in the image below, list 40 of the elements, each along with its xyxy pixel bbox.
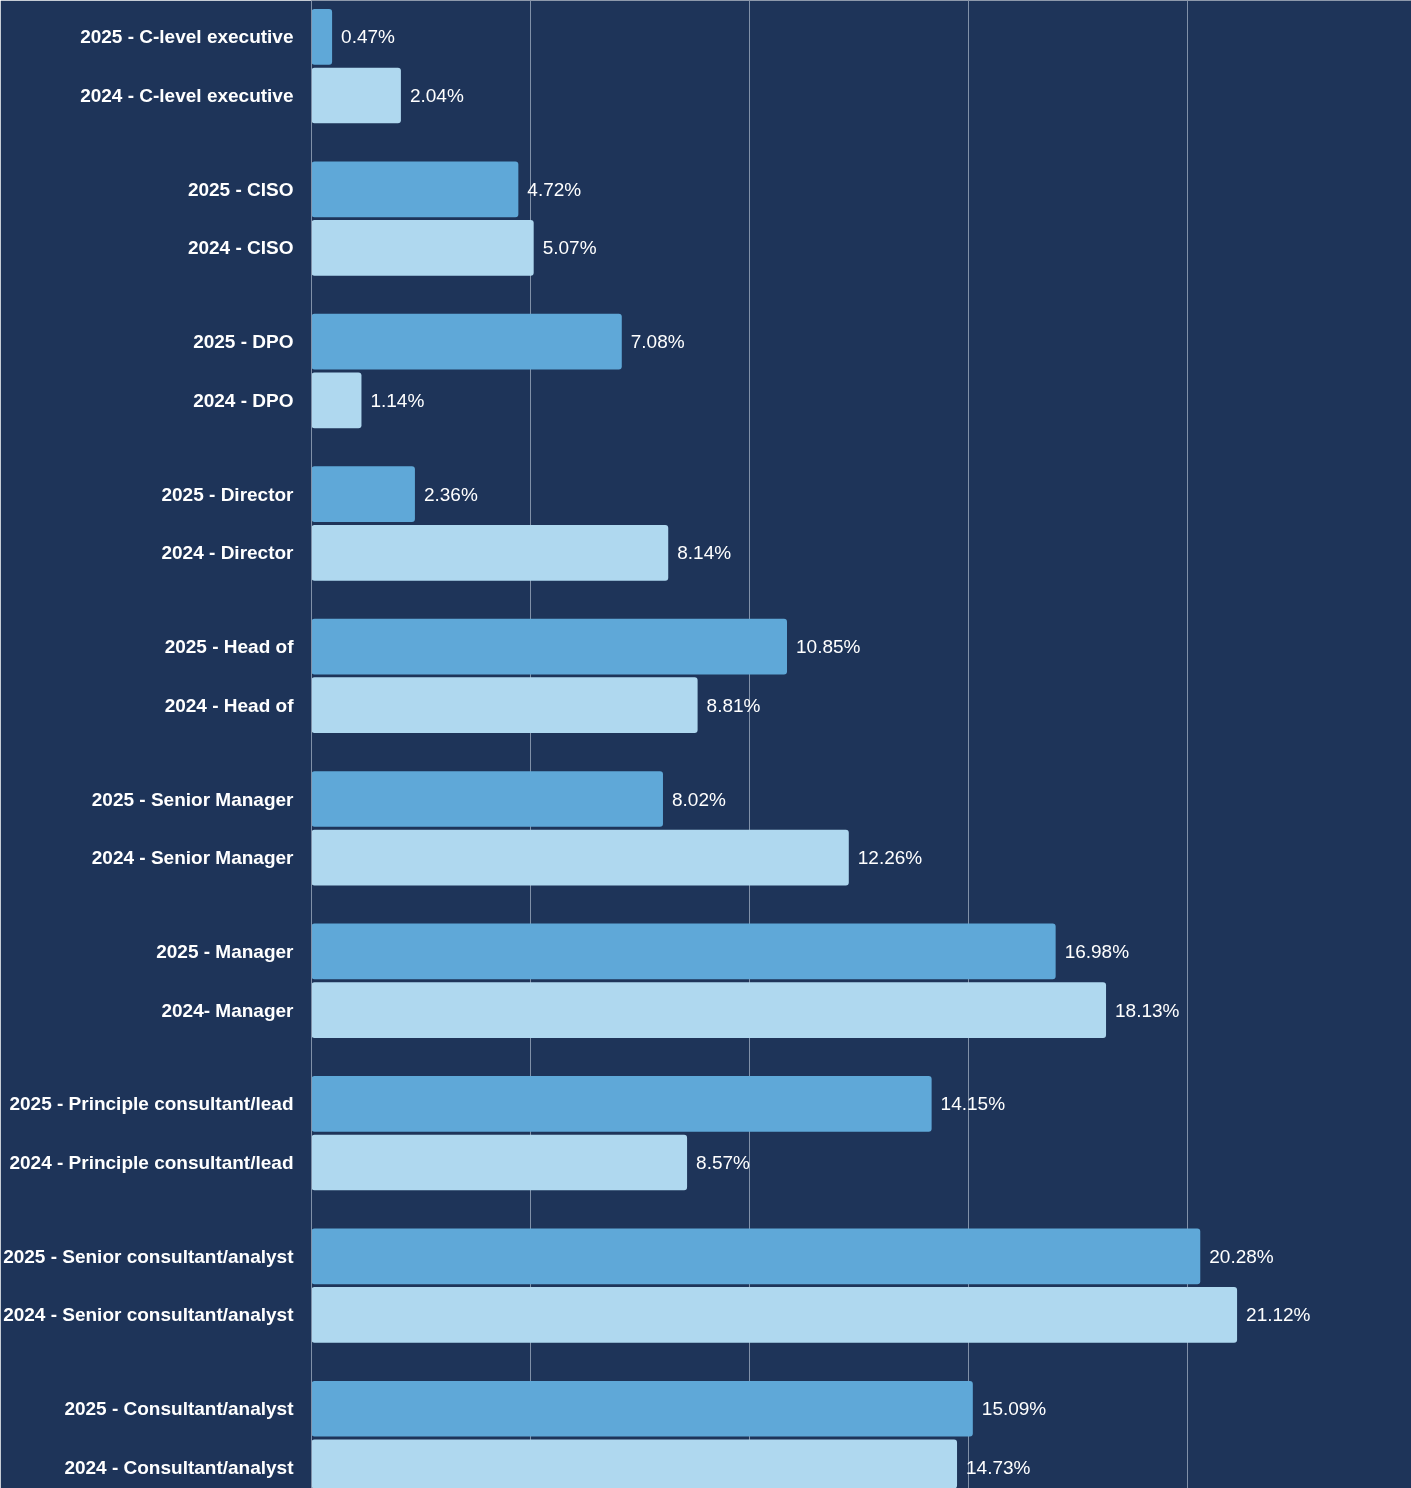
y-tick-label: 2024 - CISO <box>187 237 294 259</box>
y-tick-label: 2024 - C-level executive <box>80 84 294 106</box>
data-label: 15.09% <box>981 1398 1047 1420</box>
data-label: 1.14% <box>370 389 425 411</box>
data-label: 8.81% <box>706 694 761 716</box>
y-tick-label: 2025 - Director <box>161 483 295 505</box>
y-tick-label: 2024 - Principle consultant/lead <box>9 1152 294 1174</box>
data-label: 5.07% <box>542 237 597 259</box>
y-tick-label: 2025 - Head of <box>164 636 295 658</box>
data-label: 0.47% <box>341 26 396 48</box>
y-tick-label: 2025 - Senior Manager <box>91 788 295 810</box>
y-tick-label: 2025 - DPO <box>193 331 294 353</box>
y-tick-label: 2024 - Senior consultant/analyst <box>3 1304 295 1326</box>
data-label: 2.04% <box>409 84 464 106</box>
data-label: 8.02% <box>671 788 726 810</box>
y-tick-label: 2025 - Principle consultant/lead <box>9 1093 294 1115</box>
y-tick-label: 2025 - Manager <box>156 940 295 962</box>
data-label: 8.57% <box>696 1152 751 1174</box>
data-label: 21.12% <box>1246 1304 1311 1326</box>
y-tick-label: 2024 - Head of <box>164 694 295 716</box>
y-tick-label: 2024- Manager <box>161 999 295 1021</box>
y-tick-label: 2025 - CISO <box>187 178 294 200</box>
data-label: 4.72% <box>527 178 582 200</box>
data-label: 14.73% <box>966 1456 1031 1478</box>
data-label: 20.28% <box>1209 1245 1274 1267</box>
y-tick-label: 2025 - C-level executive <box>80 26 294 48</box>
data-label: 18.13% <box>1115 999 1180 1021</box>
data-label: 2.36% <box>423 483 478 505</box>
data-label: 14.15% <box>940 1093 1006 1115</box>
y-tick-label: 2024 - DPO <box>193 389 294 411</box>
data-label: 7.08% <box>630 331 685 353</box>
data-label: 8.14% <box>677 542 732 564</box>
y-tick-label: 2024 - Senior Manager <box>91 847 295 869</box>
y-tick-label: 2024 - Consultant/analyst <box>64 1456 295 1478</box>
data-label: 12.26% <box>857 847 923 869</box>
y-tick-label: 2025 - Consultant/analyst <box>64 1398 295 1420</box>
data-label: 16.98% <box>1064 940 1130 962</box>
data-label: 10.85% <box>796 636 861 658</box>
y-tick-label: 2025 - Senior consultant/analyst <box>3 1245 295 1267</box>
y-tick-label: 2024 - Director <box>161 542 295 564</box>
